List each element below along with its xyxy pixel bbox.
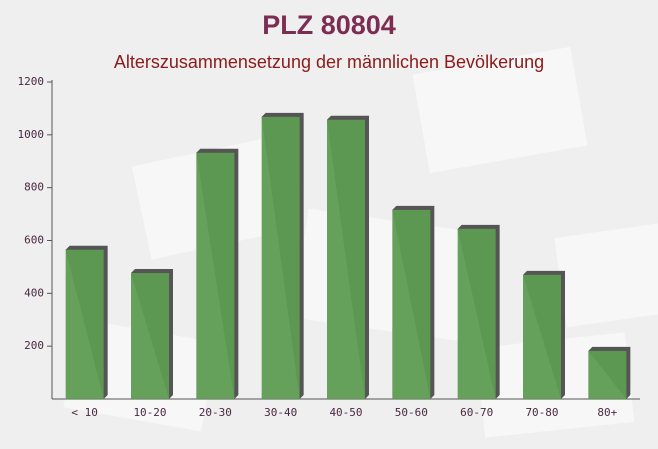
- y-tick-label: 800: [24, 181, 44, 194]
- chart-title: PLZ 80804: [262, 10, 396, 40]
- y-tick-label: 400: [24, 286, 44, 299]
- bar: [261, 116, 300, 400]
- x-tick-label: 30-40: [264, 406, 297, 419]
- y-tick-label: 600: [24, 234, 44, 247]
- x-tick-label: 80+: [597, 406, 617, 419]
- bar: [457, 228, 496, 399]
- bar: [131, 272, 169, 399]
- bar: [327, 119, 365, 400]
- x-tick-label: 40-50: [329, 406, 362, 419]
- y-tick-label: 1200: [18, 75, 45, 88]
- x-tick-label: 50-60: [395, 406, 428, 419]
- bar: [196, 152, 235, 399]
- chart-subtitle: Alterszusammensetzung der männlichen Bev…: [114, 52, 544, 72]
- x-tick-label: 60-70: [460, 406, 493, 419]
- y-tick-label: 200: [24, 339, 44, 352]
- y-tick-label: 1000: [18, 128, 45, 141]
- x-tick-label: 20-30: [199, 406, 232, 419]
- bar: [588, 350, 627, 399]
- x-tick-label: 70-80: [525, 406, 558, 419]
- x-tick-label: < 10: [71, 406, 98, 419]
- bar: [523, 274, 561, 399]
- bar: [392, 209, 431, 399]
- x-tick-label: 10-20: [133, 406, 166, 419]
- bar: [65, 249, 104, 399]
